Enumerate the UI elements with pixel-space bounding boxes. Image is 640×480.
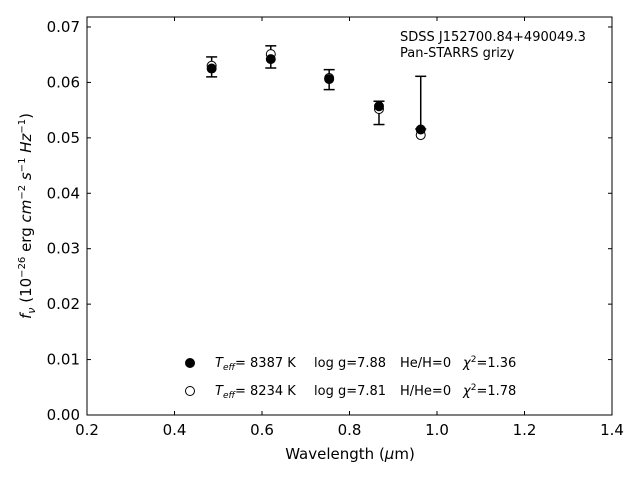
x-tick-label: 1.2 — [513, 421, 537, 439]
data-point-filled — [415, 124, 426, 135]
svg-text:Teff= 8387 K: Teff= 8387 K — [215, 356, 296, 373]
y-axis-label: fν (10−26 erg cm−2 s−1 Hz−1) — [17, 113, 38, 319]
y-tick-label: 0.04 — [47, 184, 80, 202]
x-tick-label: 0.6 — [250, 421, 274, 439]
y-tick-label: 0.06 — [47, 73, 80, 91]
x-tick-label: 0.4 — [163, 421, 187, 439]
x-tick-label: 0.8 — [338, 421, 362, 439]
legend-marker-filled — [185, 358, 195, 368]
legend-marker-open — [185, 386, 195, 396]
y-tick-label: 0.00 — [47, 406, 80, 424]
y-tick-label: 0.03 — [47, 240, 80, 258]
legend-entry: Teff= 8234 K log g=7.81 H/He=0 χ2=1.78 — [185, 383, 516, 401]
x-tick-label: 0.2 — [75, 421, 99, 439]
y-tick-label: 0.01 — [47, 351, 80, 369]
annotation-survey: Pan-STARRS grizy — [400, 46, 515, 61]
x-axis-label: Wavelength (μm) — [285, 445, 415, 463]
y-tick-label: 0.02 — [47, 295, 80, 313]
svg-text:log g=7.81: log g=7.81 — [314, 384, 386, 399]
legend-entry: Teff= 8387 K log g=7.88 He/H=0 χ2=1.36 — [185, 355, 516, 373]
data-point-filled — [324, 74, 335, 85]
plot-area — [86, 16, 613, 416]
svg-text:fν (10−26 erg cm−2 s−1 Hz−1): fν (10−26 erg cm−2 s−1 Hz−1) — [17, 113, 38, 319]
axis-ticks: 0.2 0.4 0.6 0.8 1.0 1.2 1.4 0.00 0.01 0.02 0.03 0.0… — [47, 17, 624, 439]
x-tick-label: 1.4 — [600, 421, 624, 439]
svg-text:H/He=0: H/He=0 — [400, 384, 451, 399]
data-markers — [206, 49, 426, 141]
data-point-filled — [206, 63, 217, 74]
y-tick-label: 0.05 — [47, 129, 80, 147]
y-tick-label: 0.07 — [47, 18, 80, 36]
svg-text:He/H=0: He/H=0 — [400, 356, 451, 371]
annotation-object-name: SDSS J152700.84+490049.3 — [400, 30, 586, 45]
svg-text:χ2=1.36: χ2=1.36 — [462, 355, 516, 371]
svg-text:Teff= 8234 K: Teff= 8234 K — [215, 384, 296, 401]
svg-text:χ2=1.78: χ2=1.78 — [462, 383, 516, 399]
x-tick-label: 1.0 — [425, 421, 449, 439]
svg-text:log g=7.88: log g=7.88 — [314, 356, 386, 371]
legend: Teff= 8387 K log g=7.88 He/H=0 χ2=1.36 T… — [185, 355, 516, 401]
data-point-filled — [265, 54, 276, 65]
data-point-filled — [373, 101, 384, 112]
